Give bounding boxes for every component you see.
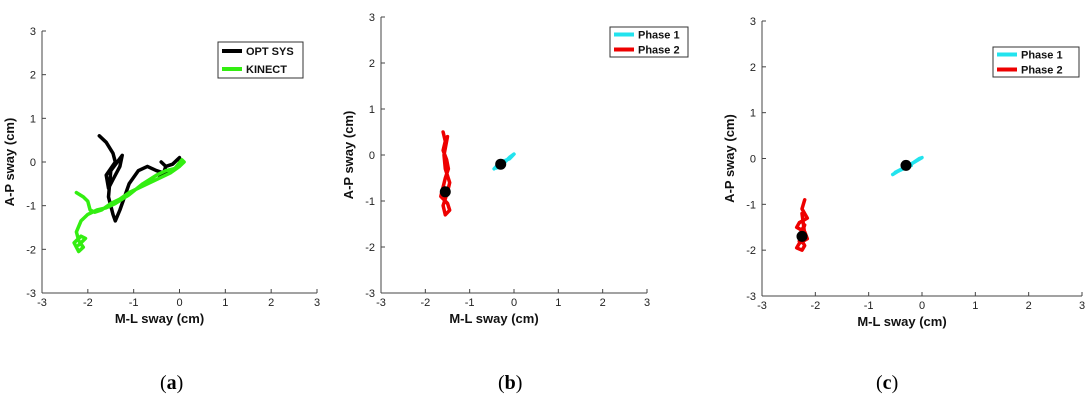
x-tick-label: 2 xyxy=(600,297,606,309)
y-tick-label: -2 xyxy=(365,242,375,254)
y-axis-label: A-P sway (cm) xyxy=(341,111,356,200)
x-tick-label: 2 xyxy=(268,297,274,309)
y-tick-label: 3 xyxy=(369,12,375,24)
y-tick-label: 1 xyxy=(30,113,36,125)
y-tick-label: -1 xyxy=(26,201,36,213)
y-axis-label: A-P sway (cm) xyxy=(2,118,17,207)
x-tick-label: 3 xyxy=(644,297,650,309)
y-tick-label: -2 xyxy=(746,245,756,257)
x-axis-label: M-L sway (cm) xyxy=(857,314,946,329)
x-tick-label: -1 xyxy=(465,297,475,309)
y-tick-label: -1 xyxy=(746,199,756,211)
x-axis-label: M-L sway (cm) xyxy=(449,311,538,326)
x-tick-label: -3 xyxy=(757,300,767,312)
x-tick-label: 3 xyxy=(1079,300,1085,312)
y-tick-label: -3 xyxy=(746,291,756,303)
x-tick-label: 1 xyxy=(222,297,228,309)
mean-point-1 xyxy=(900,159,912,171)
chart-panel-c: -3-3 -2 -2 -1 -1 0 0 1 1 2 2 3 3 M-L sway (cm) A-P swa… xyxy=(722,16,1085,329)
y-tick-label: -3 xyxy=(365,288,375,300)
x-tick-label: 0 xyxy=(176,297,182,309)
y-tick-label: -1 xyxy=(365,196,375,208)
x-tick-label: -3 xyxy=(376,297,386,309)
legend-label-2: KINECT xyxy=(246,64,287,76)
legend-box xyxy=(217,41,304,79)
mean-point-2 xyxy=(439,186,451,198)
x-tick-label: -2 xyxy=(420,297,430,309)
chart-panel-a: -3-3 -2 -2 -1 -1 0 0 1 1 2 2 3 3 M-L sway (cm) A-P swa… xyxy=(2,26,320,326)
legend-label-1: OPT SYS xyxy=(246,46,294,58)
y-tick-label: 0 xyxy=(369,150,375,162)
legend-box xyxy=(609,26,689,58)
x-tick-label: 0 xyxy=(919,300,925,312)
y-tick-label: 3 xyxy=(30,26,36,38)
panel-label-b: (b) xyxy=(498,372,523,394)
x-tick-label: 3 xyxy=(314,297,320,309)
y-tick-label: -2 xyxy=(26,244,36,256)
y-axis-label: A-P sway (cm) xyxy=(722,114,737,203)
series-line-2 xyxy=(72,158,186,254)
chart-panel-b: -3-3 -2 -2 -1 -1 0 0 1 1 2 2 3 3 M-L sway (cm) A-P swa… xyxy=(341,12,689,326)
legend-label-1: Phase 1 xyxy=(1021,50,1063,62)
legend-label-1: Phase 1 xyxy=(638,30,680,42)
x-tick-label: -3 xyxy=(37,297,47,309)
y-tick-label: 2 xyxy=(750,62,756,74)
y-tick-label: 0 xyxy=(750,154,756,166)
y-tick-label: 3 xyxy=(750,16,756,28)
legend-label-2: Phase 2 xyxy=(638,45,680,57)
mean-point-1 xyxy=(495,158,507,170)
x-tick-label: 1 xyxy=(555,297,561,309)
y-tick-label: 1 xyxy=(369,104,375,116)
x-tick-label: 2 xyxy=(1026,300,1032,312)
legend-box xyxy=(992,46,1080,78)
x-tick-label: -1 xyxy=(129,297,139,309)
y-tick-label: -3 xyxy=(26,288,36,300)
x-axis-label: M-L sway (cm) xyxy=(115,311,204,326)
x-tick-label: 0 xyxy=(511,297,517,309)
legend-label-2: Phase 2 xyxy=(1021,65,1063,77)
panel-label-c: (c) xyxy=(876,372,899,394)
series-line-2 xyxy=(439,130,452,217)
x-tick-label: -2 xyxy=(810,300,820,312)
x-tick-label: 1 xyxy=(972,300,978,312)
mean-point-2 xyxy=(796,230,808,242)
y-tick-label: 0 xyxy=(30,157,36,169)
y-tick-label: 2 xyxy=(30,70,36,82)
series-line-1 xyxy=(97,134,183,223)
y-tick-label: 1 xyxy=(750,108,756,120)
x-tick-label: -2 xyxy=(83,297,93,309)
y-tick-label: 2 xyxy=(369,58,375,70)
series-line-2 xyxy=(794,198,810,252)
x-tick-label: -1 xyxy=(864,300,874,312)
panel-label-a: (a) xyxy=(160,372,184,394)
